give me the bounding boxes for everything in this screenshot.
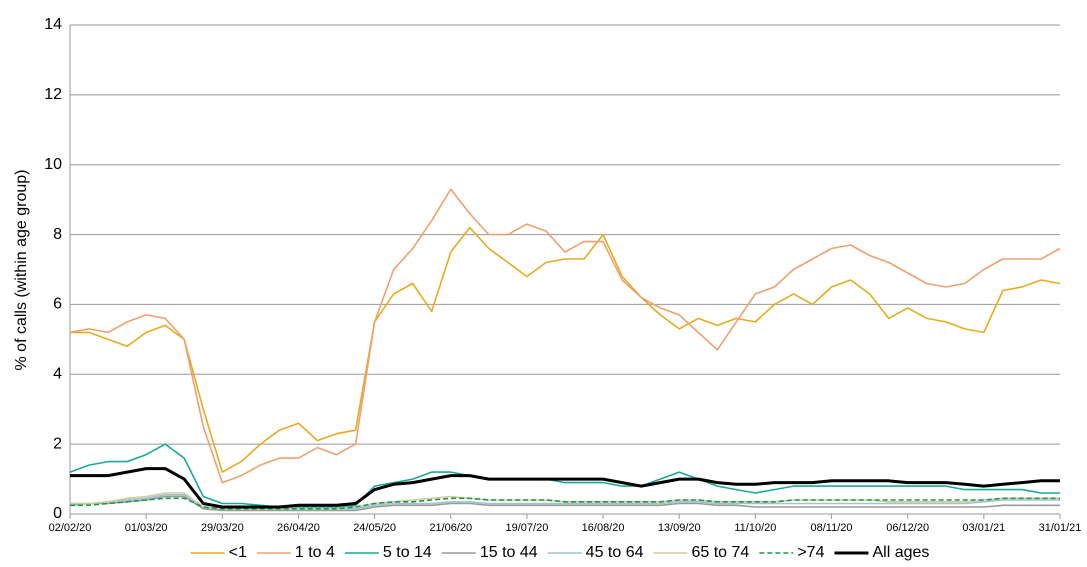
x-tick-label: 21/06/20 (429, 522, 472, 534)
x-tick-label: 26/04/20 (277, 522, 320, 534)
series-line (69, 443, 1060, 508)
legend-label: All ages (872, 544, 929, 561)
legend-item: 15 to 44 (441, 544, 538, 561)
legend-label: 15 to 44 (480, 544, 538, 561)
legend-label: 45 to 64 (586, 544, 644, 561)
legend-item: <1 (190, 544, 247, 561)
legend-label: 65 to 74 (691, 544, 749, 561)
y-tick-label: 10 (44, 156, 62, 173)
legend-label: 1 to 4 (295, 544, 335, 561)
series-line (70, 467, 1060, 509)
legend-item: 65 to 74 (653, 544, 749, 561)
x-tick-label: 11/10/20 (734, 522, 776, 534)
y-tick-label: 6 (53, 296, 62, 313)
legend-item: 45 to 64 (547, 544, 644, 561)
legend-item: All ages (834, 544, 929, 561)
x-tick-label: 08/11/20 (811, 522, 853, 534)
series-line (70, 226, 1061, 473)
series-line (69, 188, 1061, 484)
x-tick-label: 24/05/20 (353, 522, 396, 534)
x-tick-label: 13/09/20 (658, 522, 701, 534)
y-tick-label: 2 (53, 435, 62, 452)
y-axis-label: % of calls (within age group) (13, 170, 30, 371)
legend-item: 1 to 4 (256, 544, 335, 561)
legend-item: 5 to 14 (344, 544, 432, 561)
y-tick-label: 0 (53, 505, 62, 522)
legend-label: >74 (797, 544, 824, 561)
x-tick-label: 19/07/20 (506, 522, 549, 534)
legend-item: >74 (759, 544, 825, 561)
legend-label: 5 to 14 (383, 544, 432, 561)
y-tick-label: 4 (53, 366, 62, 383)
x-tick-label: 06/12/20 (886, 522, 929, 534)
x-tick-label: 01/03/20 (125, 522, 168, 534)
x-tick-label: 03/01/21 (962, 522, 1005, 534)
x-tick-label: 29/03/20 (201, 522, 244, 534)
series-line (69, 495, 1060, 512)
legend-label: <1 (229, 544, 247, 561)
x-tick-label: 02/02/20 (49, 522, 92, 534)
y-tick-label: 8 (53, 226, 62, 243)
y-tick-label: 12 (44, 86, 62, 103)
x-tick-label: 16/08/20 (582, 522, 625, 534)
x-tick-label: 31/01/21 (1039, 522, 1082, 534)
y-tick-label: 14 (44, 16, 62, 33)
series-line (70, 497, 1060, 510)
